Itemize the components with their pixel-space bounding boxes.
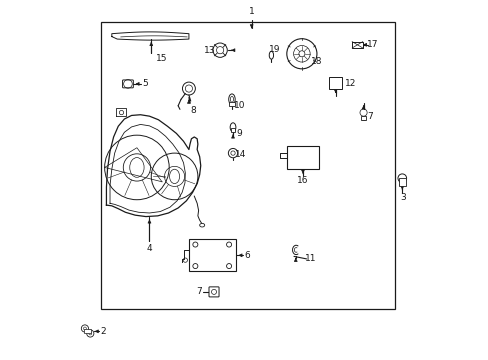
Bar [228,102,234,107]
Text: 13: 13 [203,46,215,55]
FancyBboxPatch shape [122,80,133,88]
Text: 12: 12 [344,79,355,88]
Text: 16: 16 [297,176,308,185]
Text: 17: 17 [366,40,378,49]
Bar [84,329,91,333]
Text: 7: 7 [366,112,372,121]
Text: 10: 10 [234,101,245,110]
Bar [230,128,235,132]
Text: 6: 6 [244,251,250,260]
Text: 5: 5 [142,80,148,89]
Text: 14: 14 [234,150,245,159]
Text: 3: 3 [399,193,405,202]
Text: 18: 18 [310,57,321,66]
Text: 7: 7 [196,287,202,296]
Text: 2: 2 [101,327,106,336]
Text: 1: 1 [248,7,254,16]
Text: 15: 15 [155,54,167,63]
Bar [188,239,235,271]
Bar [398,178,405,186]
Text: 4: 4 [146,244,152,253]
Bar [328,77,342,89]
Text: 8: 8 [190,106,196,115]
Bar [360,116,366,121]
FancyBboxPatch shape [208,287,219,297]
Bar [101,22,394,309]
Text: 9: 9 [236,129,242,138]
Bar [286,146,319,169]
Text: 11: 11 [305,255,316,264]
Text: 19: 19 [269,45,280,54]
